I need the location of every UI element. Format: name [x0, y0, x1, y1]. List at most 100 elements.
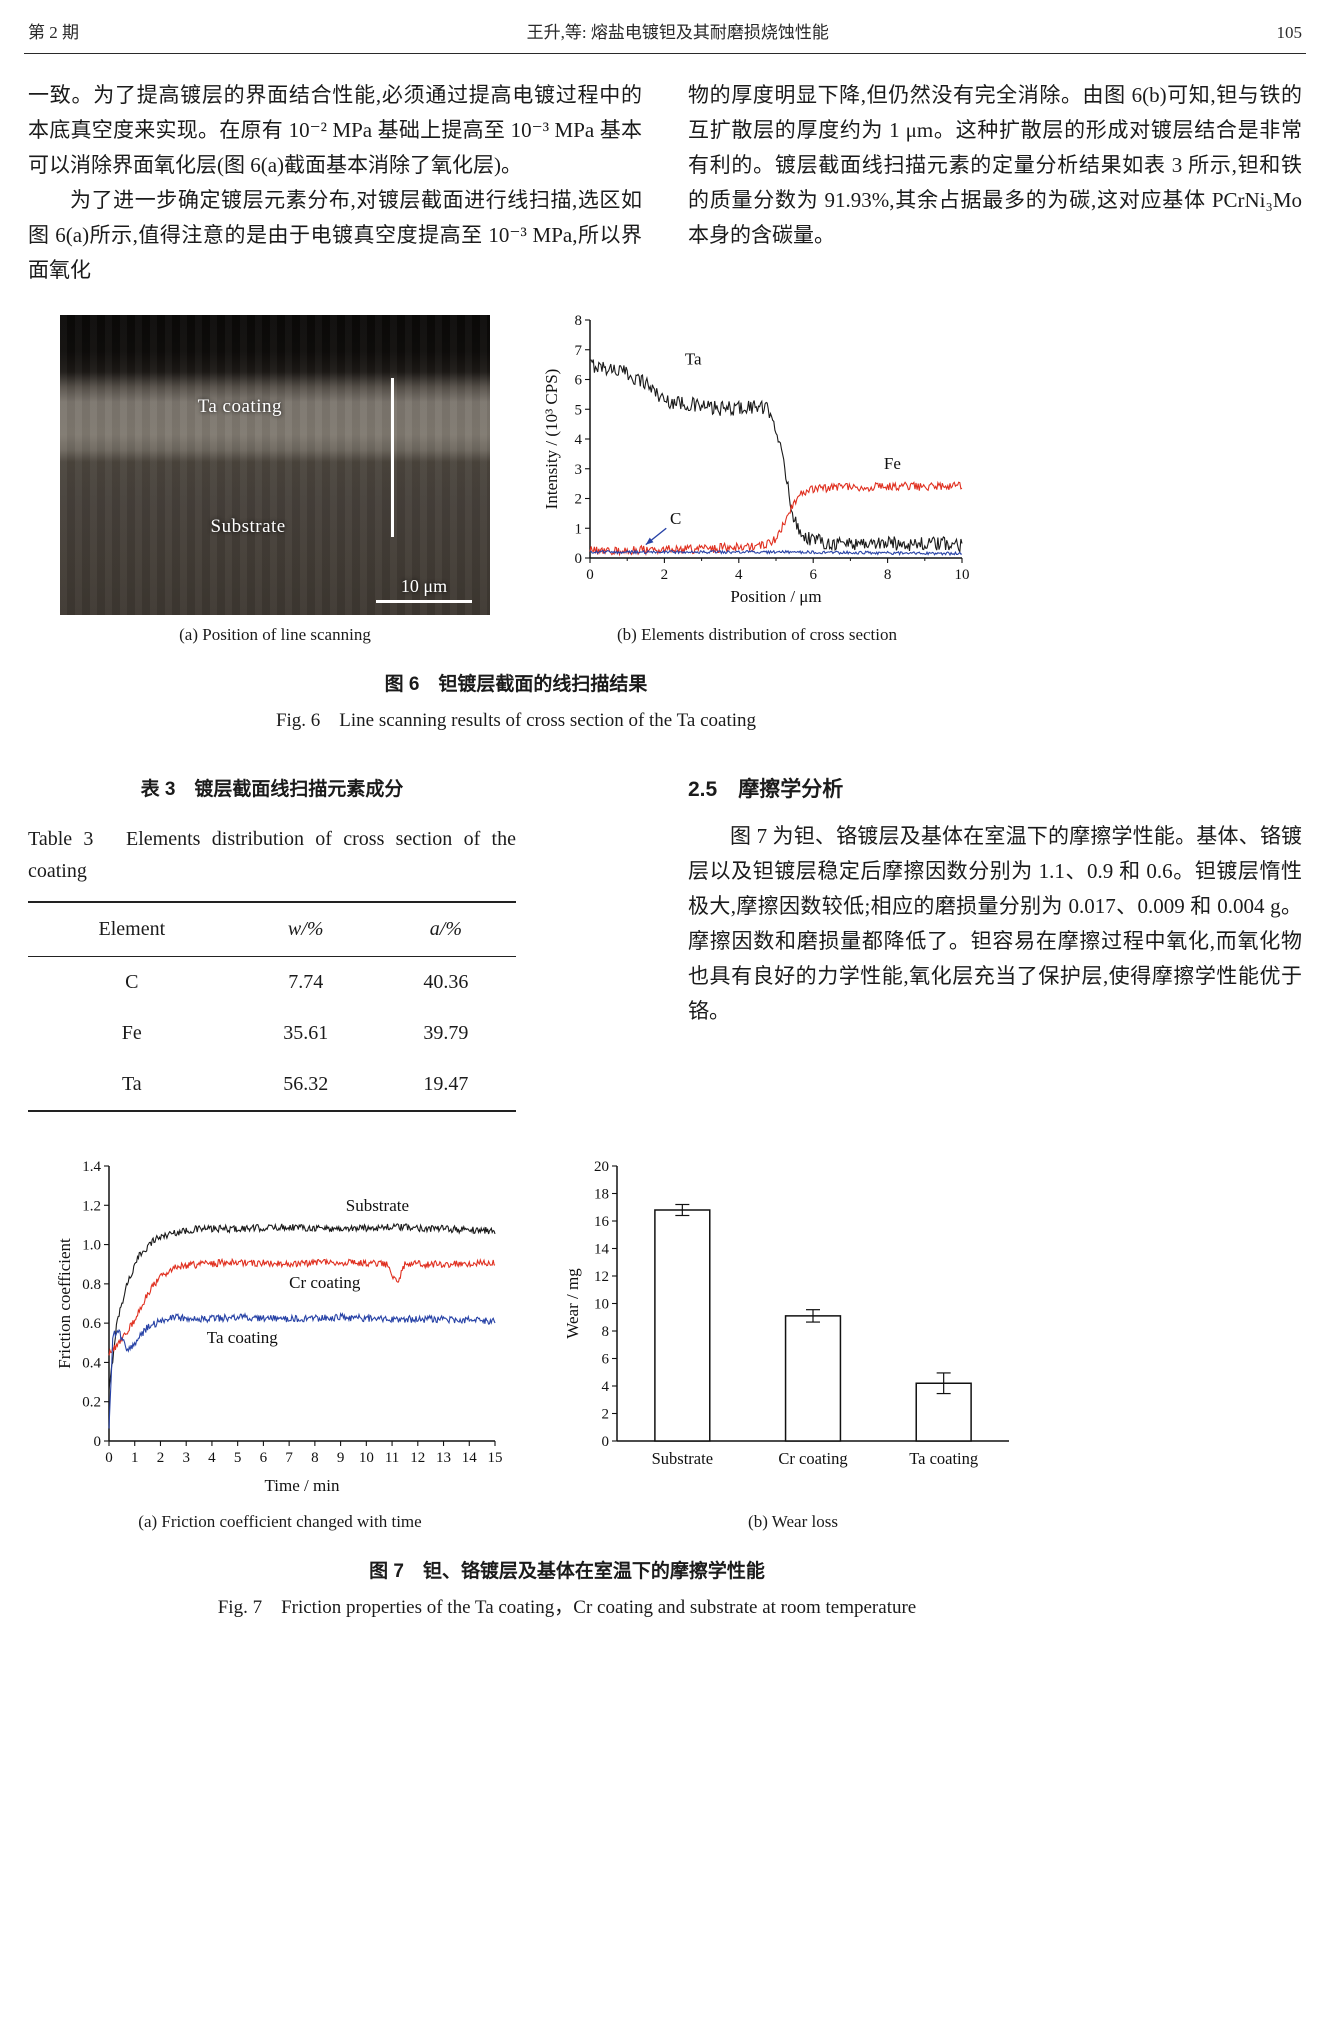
svg-text:16: 16	[594, 1214, 610, 1230]
svg-text:Wear / mg: Wear / mg	[563, 1268, 582, 1339]
figure-6: Ta coating Substrate 10 μm 0 2 4 6 8 10 0 1 2 3 4 5…	[60, 310, 972, 732]
scale-bar: 10 μm	[376, 576, 472, 603]
svg-text:7: 7	[285, 1450, 293, 1466]
svg-text:14: 14	[594, 1242, 610, 1258]
svg-text:C: C	[670, 509, 681, 528]
svg-text:0.2: 0.2	[82, 1395, 101, 1411]
figure7a-caption: (a) Friction coefficient changed with ti…	[138, 1512, 422, 1531]
svg-text:0.6: 0.6	[82, 1316, 101, 1332]
svg-text:Substrate: Substrate	[346, 1196, 409, 1215]
svg-text:5: 5	[575, 402, 583, 418]
svg-text:Ta coating: Ta coating	[207, 1328, 279, 1347]
friction-coefficient-chart: 0 1 2 3 4 5 6 7 8 9 10 11 12 13 14 15 0 0.2 0.4 0.6 0.8 1.0 1.…	[55, 1154, 505, 1504]
svg-text:0.8: 0.8	[82, 1277, 101, 1293]
table-header-row: Element w/% a/%	[28, 902, 516, 957]
svg-text:Cr coating: Cr coating	[289, 1273, 361, 1292]
svg-text:2: 2	[157, 1450, 165, 1466]
svg-text:1.4: 1.4	[82, 1159, 101, 1175]
svg-text:10: 10	[955, 567, 970, 583]
cell-element: Ta	[121, 1073, 142, 1095]
header-issue: 第 2 期	[28, 23, 79, 42]
svg-text:0: 0	[575, 551, 583, 567]
elements-distribution-chart: 0 2 4 6 8 10 0 1 2 3 4 5 6 7 8 Position / μm Intensity /…	[542, 310, 972, 615]
table-row: Ta 56.32 19.47	[28, 1059, 516, 1111]
svg-text:2: 2	[661, 567, 669, 583]
svg-text:0.4: 0.4	[82, 1355, 101, 1371]
svg-text:4: 4	[208, 1450, 216, 1466]
svg-text:2: 2	[575, 492, 583, 508]
svg-text:1.2: 1.2	[82, 1198, 101, 1214]
svg-text:12: 12	[410, 1450, 425, 1466]
svg-text:Substrate: Substrate	[652, 1449, 713, 1468]
svg-text:Time / min: Time / min	[265, 1476, 340, 1495]
wear-loss-chart: 0 2 4 6 8 10 12 14 16 18 20 Substrate Cr coating Ta c…	[563, 1154, 1023, 1504]
right-column-section: 2.5 摩擦学分析 图 7 为钽、铬镀层及基体在室温下的摩擦学性能。基体、铬镀层…	[688, 772, 1302, 1029]
page-header: 第 2 期 王升,等: 熔盐电镀钽及其耐磨损烧蚀性能 105	[0, 0, 1330, 51]
cell-w: 56.32	[283, 1073, 329, 1095]
figure7-caption-en: Fig. 7 Friction properties of the Ta coa…	[217, 1597, 917, 1618]
paragraph: 物的厚度明显下降,但仍然没有完全消除。由图 6(b)可知,钽与铁的互扩散层的厚度…	[688, 83, 1302, 247]
svg-text:1.0: 1.0	[82, 1238, 101, 1254]
svg-text:Ta coating: Ta coating	[909, 1449, 978, 1468]
table3-title-en: Table 3 Elements distribution of cross s…	[28, 828, 516, 882]
svg-text:3: 3	[182, 1450, 190, 1466]
figure6-panel-captions: (a) Position of line scanning (b) Elemen…	[60, 625, 972, 645]
svg-text:8: 8	[311, 1450, 319, 1466]
svg-text:0: 0	[602, 1434, 610, 1450]
cell-w: 35.61	[283, 1022, 329, 1044]
scale-bar-label: 10 μm	[400, 576, 448, 596]
svg-text:Intensity / (10³ CPS): Intensity / (10³ CPS)	[542, 369, 561, 510]
svg-text:15: 15	[488, 1450, 503, 1466]
svg-text:Position / μm: Position / μm	[730, 587, 821, 606]
column-header-element: Element	[28, 902, 236, 957]
svg-text:4: 4	[735, 567, 743, 583]
paragraph: 图 7 为钽、铬镀层及基体在室温下的摩擦学性能。基体、铬镀层以及钽镀层稳定后摩擦…	[688, 824, 1302, 1023]
svg-text:Fe: Fe	[884, 454, 901, 473]
column-header-a: a/%	[375, 902, 516, 957]
svg-text:8: 8	[575, 313, 583, 329]
svg-text:7: 7	[575, 343, 583, 359]
body-columns-middle: 表 3 镀层截面线扫描元素成分 Table 3 Elements distrib…	[0, 772, 1330, 1112]
table3-grid: Element w/% a/% C 7.74 40.36 Fe	[28, 901, 516, 1112]
line-scan-marker	[391, 378, 395, 537]
svg-text:6: 6	[809, 567, 817, 583]
left-column: 一致。为了提高镀层的界面结合性能,必须通过提高电镀过程中的本底真空度来实现。在原…	[28, 78, 642, 288]
sem-cross-section-image: Ta coating Substrate 10 μm	[60, 315, 490, 615]
svg-text:14: 14	[462, 1450, 478, 1466]
header-page-number: 105	[1276, 23, 1302, 42]
svg-text:11: 11	[385, 1450, 399, 1466]
sem-substrate-label: Substrate	[210, 516, 286, 537]
svg-text:0: 0	[94, 1434, 102, 1450]
column-header-w: w/%	[235, 902, 376, 957]
svg-text:20: 20	[594, 1159, 609, 1175]
svg-text:10: 10	[359, 1450, 374, 1466]
section-2-5-heading: 2.5 摩擦学分析	[688, 778, 844, 801]
table-row: Fe 35.61 39.79	[28, 1008, 516, 1059]
figure-7: 0 1 2 3 4 5 6 7 8 9 10 11 12 13 14 15 0 0.2 0.4 0.6 0.8 1.0 1.…	[55, 1154, 1079, 1619]
figure7-panel-captions: (a) Friction coefficient changed with ti…	[55, 1512, 1079, 1532]
figure6a-caption: (a) Position of line scanning	[179, 625, 371, 644]
svg-text:4: 4	[602, 1379, 610, 1395]
svg-text:0: 0	[105, 1450, 113, 1466]
header-article-title: 王升,等: 熔盐电镀钽及其耐磨损烧蚀性能	[526, 23, 829, 42]
svg-text:9: 9	[337, 1450, 345, 1466]
figure6-panels: Ta coating Substrate 10 μm 0 2 4 6 8 10 0 1 2 3 4 5…	[60, 310, 972, 615]
svg-text:6: 6	[602, 1352, 610, 1368]
figure6-caption-cn: 图 6 钽镀层截面的线扫描结果	[384, 674, 648, 695]
table3-title-cn: 表 3 镀层截面线扫描元素成分	[140, 779, 404, 800]
paragraph: 为了进一步确定镀层元素分布,对镀层截面进行线扫描,选区如图 6(a)所示,值得注…	[28, 188, 642, 282]
cell-a: 40.36	[423, 971, 469, 993]
svg-text:4: 4	[575, 432, 583, 448]
svg-text:1: 1	[131, 1450, 139, 1466]
sem-coating-label: Ta coating	[197, 396, 282, 417]
header-rule	[24, 53, 1306, 54]
table-3: 表 3 镀层截面线扫描元素成分 Table 3 Elements distrib…	[28, 772, 516, 1112]
figure7-caption-cn: 图 7 钽、铬镀层及基体在室温下的摩擦学性能	[369, 1561, 765, 1582]
right-column: 物的厚度明显下降,但仍然没有完全消除。由图 6(b)可知,钽与铁的互扩散层的厚度…	[688, 78, 1302, 253]
svg-text:8: 8	[602, 1324, 610, 1340]
svg-text:Ta: Ta	[685, 350, 702, 369]
svg-text:10: 10	[594, 1297, 609, 1313]
svg-text:Cr coating: Cr coating	[778, 1449, 847, 1468]
body-columns-top: 一致。为了提高镀层的界面结合性能,必须通过提高电镀过程中的本底真空度来实现。在原…	[0, 78, 1330, 288]
